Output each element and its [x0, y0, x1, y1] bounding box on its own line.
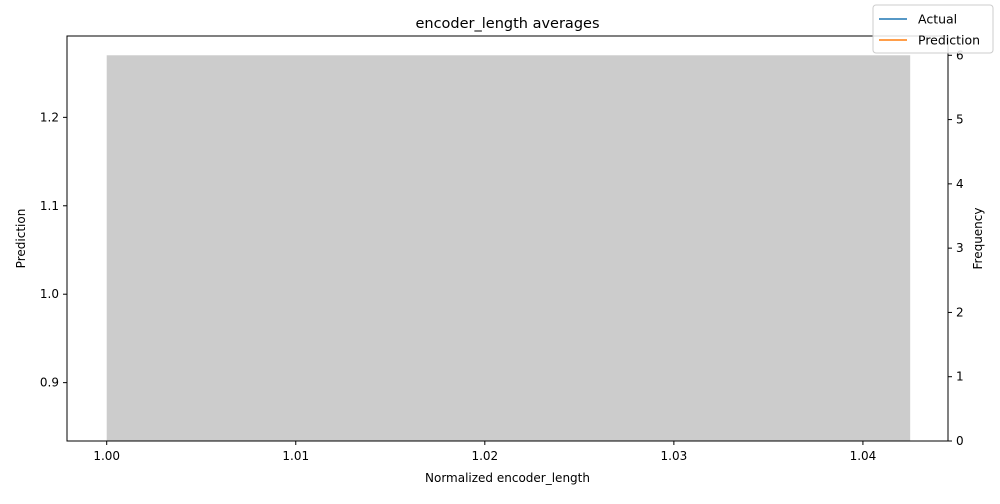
- y-axis-right: 0 1 2 3 4 5 6: [948, 48, 964, 448]
- plot-frame: [66, 35, 949, 442]
- y2-tick-label: 4: [956, 177, 964, 191]
- y-tick-label: 1.2: [40, 110, 59, 124]
- x-tick-label: 1.03: [661, 449, 688, 463]
- y-tick-label: 0.9: [40, 376, 59, 390]
- y2-tick-label: 6: [956, 48, 964, 62]
- x-tick-label: 1.02: [471, 449, 498, 463]
- y2-tick-label: 2: [956, 305, 964, 319]
- y2-tick-label: 0: [956, 434, 964, 448]
- histogram-bar: [106, 55, 911, 442]
- y-axis-label: Prediction: [14, 209, 28, 269]
- legend-label-prediction: Prediction: [918, 33, 980, 48]
- y2-tick-label: 3: [956, 241, 964, 255]
- x-axis-label: Normalized encoder_length: [425, 471, 590, 485]
- y-tick-label: 1.0: [40, 287, 59, 301]
- y-axis-left: 0.9 1.0 1.1 1.2: [40, 110, 67, 390]
- x-tick-label: 1.00: [93, 449, 120, 463]
- histogram-bars: [106, 55, 911, 442]
- legend-box: [872, 4, 994, 54]
- legend: Actual Prediction: [872, 4, 994, 54]
- y-tick-label: 1.1: [40, 199, 59, 213]
- x-axis: 1.00 1.01 1.02 1.03 1.04: [93, 441, 876, 463]
- x-tick-label: 1.04: [850, 449, 877, 463]
- legend-label-actual: Actual: [918, 12, 957, 27]
- y2-tick-label: 1: [956, 370, 964, 384]
- x-tick-label: 1.01: [282, 449, 309, 463]
- chart-title: encoder_length averages: [415, 16, 599, 32]
- y2-axis-label: Frequency: [971, 208, 985, 270]
- y2-tick-label: 5: [956, 113, 964, 127]
